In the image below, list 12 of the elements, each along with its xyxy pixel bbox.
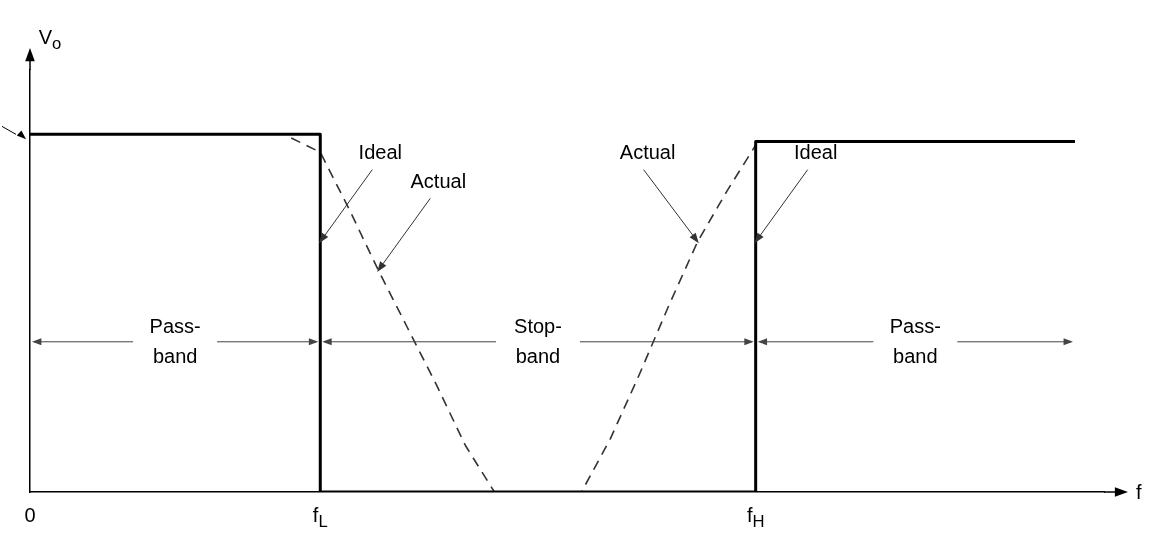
x-tick-label: f$_{H}$: [746, 504, 765, 532]
series-label: Ideal: [793, 141, 838, 164]
x-tick-label: 0: [24, 504, 36, 527]
x-tick-label: f$_{L}$: [312, 504, 328, 532]
annotation: Pass- band: [889, 315, 941, 368]
text: Actual: [619, 141, 676, 164]
text: Actual: [410, 169, 467, 192]
y-axis-title: V$_{o}$: [38, 26, 62, 54]
annotation: Stop- band: [514, 315, 562, 368]
annotation: Pass- band: [149, 315, 201, 368]
x-axis-title: f: [1136, 480, 1142, 504]
text: Ideal: [358, 141, 402, 164]
